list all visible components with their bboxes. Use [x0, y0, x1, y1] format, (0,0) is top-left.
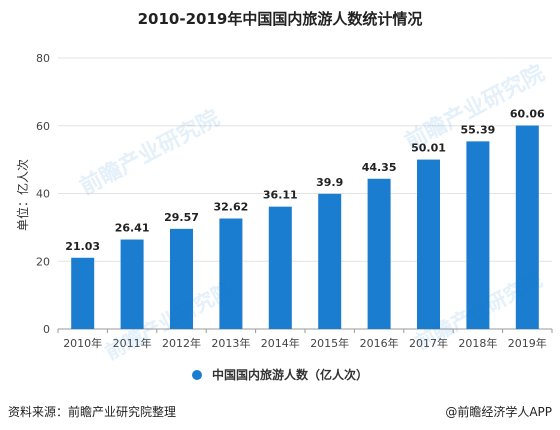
bar	[71, 257, 95, 329]
data-label: 32.62	[214, 200, 249, 213]
bar	[318, 193, 342, 329]
x-tick-label: 2016年	[360, 336, 399, 350]
y-axis-label-text: 单位：亿人次	[15, 159, 30, 231]
data-labels: 21.03 26.41 29.57 32.62 36.11 39.9 44.35 50.01 5…	[65, 108, 545, 253]
data-label: 44.35	[362, 161, 397, 174]
watermark-text: 前瞻产业研究院	[76, 105, 224, 200]
data-label: 21.03	[65, 240, 100, 253]
x-tick-label: 2011年	[113, 336, 152, 350]
x-tick-label: 2012年	[162, 336, 201, 350]
bar	[417, 159, 440, 329]
bars	[71, 125, 539, 329]
bar	[515, 125, 539, 329]
y-axis-ticks: 0 20 40 60 80	[36, 52, 50, 336]
x-axis-ticks: 2010年 2011年 2012年 2013年 2014年 2015年 2016年 2017年…	[57, 329, 553, 350]
bar	[219, 218, 243, 329]
data-label: 55.39	[461, 123, 496, 136]
bar	[268, 206, 292, 329]
x-tick-label: 2014年	[261, 336, 300, 350]
x-tick-label: 2017年	[409, 336, 448, 350]
legend-marker	[191, 369, 202, 380]
y-tick-label: 40	[36, 188, 50, 201]
y-tick-label: 0	[43, 323, 50, 336]
x-tick-label: 2015年	[310, 336, 349, 350]
bar	[367, 178, 391, 329]
data-label: 39.9	[316, 176, 343, 189]
source-note: 资料来源：前瞻产业研究院整理	[8, 405, 177, 419]
x-tick-label: 2010年	[63, 336, 102, 350]
brand-credit: @前瞻经济学人APP	[445, 405, 552, 419]
chart-title: 2010-2019年中国国内旅游人数统计情况	[137, 10, 423, 28]
data-label: 50.01	[411, 142, 446, 155]
data-label: 29.57	[164, 211, 199, 224]
x-tick-label: 2018年	[458, 336, 497, 350]
data-label: 26.41	[115, 222, 150, 235]
y-tick-label: 60	[36, 120, 50, 133]
legend-label: 中国国内旅游人数（亿人次）	[211, 368, 368, 382]
legend: 中国国内旅游人数（亿人次）	[0, 366, 560, 383]
bar	[170, 228, 193, 329]
y-tick-label: 20	[36, 255, 50, 268]
y-axis-label: 单位：亿人次	[15, 159, 30, 231]
x-tick-label: 2013年	[211, 336, 250, 350]
data-label: 36.11	[263, 189, 298, 202]
bar	[120, 239, 144, 329]
y-tick-label: 80	[36, 52, 50, 65]
bar	[466, 141, 490, 329]
data-label: 60.06	[510, 108, 545, 121]
x-tick-label: 2019年	[508, 336, 547, 350]
